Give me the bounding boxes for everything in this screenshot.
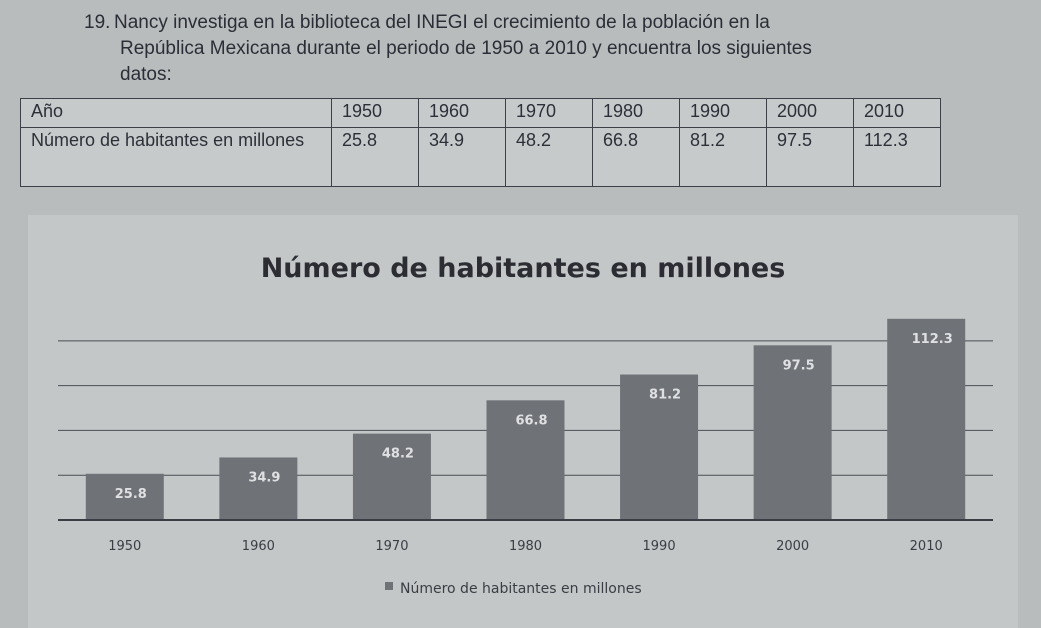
data-label: 66.8 — [515, 413, 547, 428]
table-year-cell: 1960 — [418, 98, 506, 128]
gridlines — [58, 340, 993, 476]
table-value-cell: 66.8 — [592, 127, 680, 187]
bar — [753, 345, 832, 520]
table-value-cell: 97.5 — [766, 127, 854, 187]
x-tick-label: 1950 — [108, 539, 141, 554]
chart-card: Número de habitantes en millones 25.8 34.… — [28, 215, 1018, 628]
table-year-cell: 2000 — [766, 98, 854, 128]
data-label: 48.2 — [382, 447, 414, 462]
legend-label: Número de habitantes en millones — [400, 581, 642, 597]
table-value-cell: 34.9 — [418, 127, 506, 187]
table-header-row: Año 1950 1960 1970 1980 1990 2000 2010 — [20, 98, 941, 128]
bar — [620, 374, 699, 520]
data-label: 25.8 — [115, 487, 147, 502]
table-value-cell: 81.2 — [679, 127, 767, 187]
table-header-label: Año — [20, 98, 332, 128]
x-tick-label: 2000 — [776, 539, 809, 554]
table-value-cell: 25.8 — [331, 127, 419, 187]
data-label: 112.3 — [912, 332, 953, 347]
population-table: Año 1950 1960 1970 1980 1990 2000 2010 N… — [20, 98, 941, 187]
table-year-cell: 1990 — [679, 98, 767, 128]
chart-title: Número de habitantes en millones — [261, 253, 786, 284]
bar — [887, 318, 966, 520]
x-tick-label: 1970 — [375, 539, 408, 554]
problem-line: datos: — [120, 64, 172, 85]
bar — [352, 433, 431, 520]
bar — [85, 473, 164, 520]
bar-chart: Número de habitantes en millones 25.8 34.… — [58, 253, 993, 597]
table-value-row: Número de habitantes en millones 25.8 34… — [20, 127, 941, 187]
x-tick-label: 1980 — [509, 539, 542, 554]
table-year-cell: 2010 — [853, 98, 941, 128]
data-label: 81.2 — [649, 388, 681, 403]
legend-swatch — [385, 582, 393, 590]
x-tick-label: 1990 — [643, 539, 676, 554]
bar — [486, 400, 565, 520]
table-year-cell: 1950 — [331, 98, 419, 128]
table-year-cell: 1980 — [592, 98, 680, 128]
problem-line: Nancy investiga en la biblioteca del INE… — [114, 12, 770, 33]
data-label: 97.5 — [783, 358, 815, 373]
bar — [219, 457, 298, 520]
table-value-cell: 48.2 — [505, 127, 593, 187]
problem-line: República Mexicana durante el periodo de… — [120, 38, 812, 59]
problem-text: Nancy investiga en la biblioteca del INE… — [114, 10, 974, 88]
problem-number: 19. — [84, 12, 111, 33]
table-year-cell: 1970 — [505, 98, 593, 128]
bars — [85, 318, 966, 520]
x-axis-ticks: 1950 1960 1970 1980 1990 2000 2010 — [108, 539, 943, 554]
legend: Número de habitantes en millones — [385, 581, 642, 597]
data-label: 34.9 — [248, 470, 280, 485]
x-tick-label: 1960 — [242, 539, 275, 554]
table-value-cell: 112.3 — [853, 127, 941, 187]
table-row-label: Número de habitantes en millones — [20, 127, 332, 187]
x-tick-label: 2010 — [910, 539, 943, 554]
data-labels: 25.8 34.9 48.2 66.8 81.2 97.5 112.3 — [115, 332, 953, 502]
